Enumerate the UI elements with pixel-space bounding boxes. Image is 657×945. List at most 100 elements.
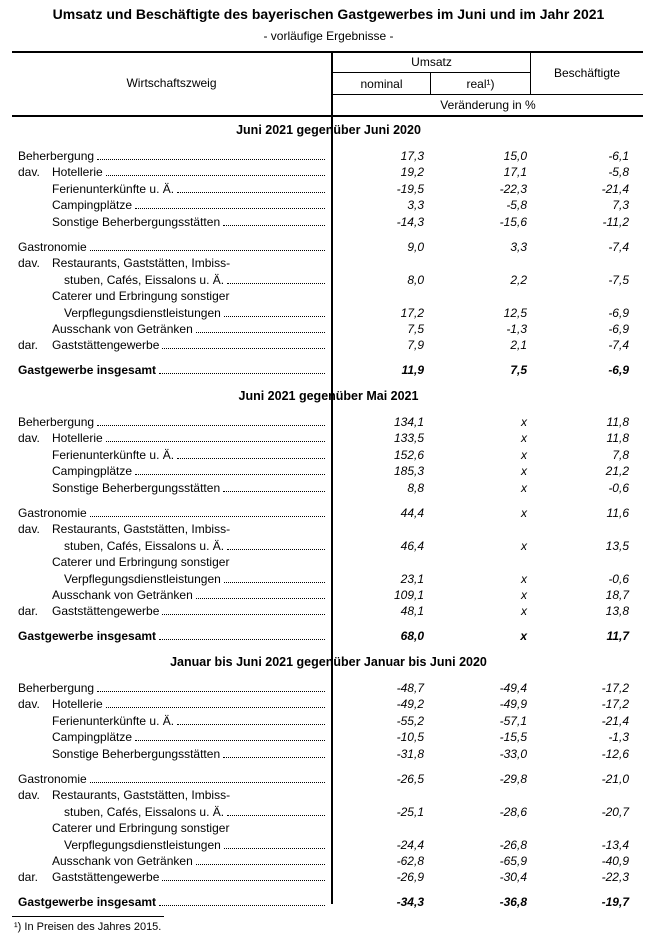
row-label-cell: stuben, Cafés, Eissalons u. Ä. — [64, 272, 325, 288]
row-label: Verpflegungsdienstleistungen — [64, 571, 221, 586]
dot-leader — [177, 447, 325, 459]
value-beschaeftigte: -6,9 — [608, 362, 629, 377]
value-nominal: 8,0 — [407, 272, 424, 287]
dot-leader — [223, 837, 325, 849]
dot-leader — [223, 746, 325, 758]
dot-leader — [89, 505, 325, 517]
unit-rule — [333, 94, 643, 95]
table-row: Sonstige Beherbergungsstätten -31,8 -33,0 -… — [0, 746, 657, 762]
row-label: Ferienunterkünfte u. Ä. — [52, 713, 175, 728]
table-row: Campingplätze 3,3 -5,8 7,3 — [0, 197, 657, 213]
value-beschaeftigte: 11,6 — [606, 506, 629, 520]
row-label-cell: Restaurants, Gaststätten, Imbiss- — [52, 521, 230, 537]
table-row: stuben, Cafés, Eissalons u. Ä. -25,1 -28,6… — [0, 804, 657, 820]
row-prefix: dav. — [18, 256, 40, 271]
dot-leader — [105, 696, 325, 709]
value-real: x — [521, 571, 527, 586]
value-nominal: -26,5 — [396, 772, 424, 786]
value-real: -33,0 — [499, 746, 527, 761]
table-row: stuben, Cafés, Eissalons u. Ä. 8,0 2,2 -7,5 — [0, 272, 657, 288]
dot-leader — [195, 853, 325, 865]
header-real: real¹) — [466, 77, 495, 91]
row-label: Caterer und Erbringung sonstiger — [52, 555, 230, 570]
footnote-rule — [12, 916, 164, 917]
value-beschaeftigte: -12,6 — [601, 746, 629, 761]
row-label-cell: stuben, Cafés, Eissalons u. Ä. — [64, 804, 325, 820]
row-label: Sonstige Beherbergungsstätten — [52, 746, 221, 761]
row-label: Sonstige Beherbergungsstätten — [52, 214, 221, 229]
dot-leader — [223, 214, 325, 226]
value-real: x — [521, 447, 527, 462]
value-real: 15,0 — [503, 149, 527, 163]
row-label-cell: Campingplätze — [52, 729, 325, 745]
dot-leader — [195, 587, 325, 599]
dot-leader — [227, 272, 325, 284]
dot-leader — [97, 680, 325, 692]
value-beschaeftigte: 7,8 — [612, 447, 629, 462]
row-prefix: dav. — [18, 165, 40, 180]
table-row: Caterer und Erbringung sonstiger — [0, 554, 657, 570]
value-nominal: 152,6 — [393, 447, 424, 462]
row-label: Ferienunterkünfte u. Ä. — [52, 181, 175, 196]
row-label-cell: Gaststättengewerbe — [52, 869, 325, 885]
dot-leader — [159, 362, 325, 374]
dot-leader — [223, 305, 325, 317]
value-nominal: 44,4 — [400, 506, 424, 520]
value-nominal: 19,2 — [400, 165, 424, 180]
value-nominal: -49,2 — [396, 697, 424, 712]
value-beschaeftigte: 21,2 — [605, 464, 629, 479]
table-row: Caterer und Erbringung sonstiger — [0, 288, 657, 304]
row-label: Verpflegungsdienstleistungen — [64, 837, 221, 852]
value-real: -57,1 — [499, 713, 527, 728]
value-nominal: 109,1 — [393, 588, 424, 602]
row-label-cell: Ferienunterkünfte u. Ä. — [52, 713, 325, 729]
value-beschaeftigte: -6,9 — [608, 305, 629, 320]
value-beschaeftigte: 11,7 — [606, 628, 629, 643]
row-label: Restaurants, Gaststätten, Imbiss- — [52, 788, 231, 803]
value-nominal: 134,1 — [393, 415, 424, 429]
value-nominal: -25,1 — [396, 804, 424, 819]
table-row: Ferienunterkünfte u. Ä. -55,2 -57,1 -21,4 — [0, 713, 657, 729]
row-label: Restaurants, Gaststätten, Imbiss- — [52, 256, 231, 271]
row-label: Gaststättengewerbe — [52, 870, 160, 885]
row-label-cell: Restaurants, Gaststätten, Imbiss- — [52, 255, 230, 271]
value-beschaeftigte: -40,9 — [601, 854, 629, 868]
row-label-cell: Gastgewerbe insgesamt — [18, 894, 325, 910]
table-row: Campingplätze -10,5 -15,5 -1,3 — [0, 729, 657, 745]
table-row: dar. Gaststättengewerbe -26,9 -30,4 -22,3 — [0, 869, 657, 885]
value-nominal: 17,2 — [400, 305, 424, 320]
value-beschaeftigte: -7,4 — [608, 338, 629, 353]
table-row: Caterer und Erbringung sonstiger — [0, 820, 657, 836]
row-label-cell: Hotellerie — [52, 430, 325, 446]
dot-leader — [135, 463, 325, 476]
dot-leader — [162, 869, 325, 882]
table-row: Beherbergung 134,1 x 11,8 — [0, 414, 657, 430]
table-row: dav. Hotellerie 133,5 x 11,8 — [0, 430, 657, 446]
value-beschaeftigte: 11,8 — [606, 415, 629, 429]
value-beschaeftigte: -19,7 — [601, 894, 629, 909]
table-row: Gastronomie 44,4 x 11,6 — [0, 505, 657, 521]
row-label-cell: Ausschank von Getränken — [52, 587, 325, 603]
dot-leader — [159, 628, 325, 640]
value-beschaeftigte: -1,3 — [608, 730, 629, 745]
table-row: dav. Hotellerie 19,2 17,1 -5,8 — [0, 164, 657, 180]
row-prefix: dar. — [18, 870, 39, 885]
umsatz-rule — [333, 72, 530, 73]
row-label: Gastronomie — [18, 240, 87, 254]
table-row: dav. Hotellerie -49,2 -49,9 -17,2 — [0, 696, 657, 712]
value-nominal: 9,0 — [407, 240, 424, 254]
table-row: Verpflegungsdienstleistungen -24,4 -26,8 -1… — [0, 837, 657, 853]
row-label: Beherbergung — [18, 681, 95, 695]
value-beschaeftigte: -11,2 — [602, 214, 629, 229]
value-nominal: 46,4 — [400, 538, 424, 553]
value-nominal: 7,9 — [407, 338, 424, 353]
row-label-cell: Caterer und Erbringung sonstiger — [52, 820, 229, 836]
dot-leader — [223, 571, 325, 583]
row-label-cell: Caterer und Erbringung sonstiger — [52, 554, 229, 570]
dot-leader — [223, 480, 325, 492]
table-row: Beherbergung 17,3 15,0 -6,1 — [0, 148, 657, 164]
row-label-cell: Verpflegungsdienstleistungen — [64, 305, 325, 321]
table-row: Sonstige Beherbergungsstätten 8,8 x -0,6 — [0, 480, 657, 496]
value-nominal: 48,1 — [400, 604, 424, 619]
dot-leader — [227, 538, 325, 550]
